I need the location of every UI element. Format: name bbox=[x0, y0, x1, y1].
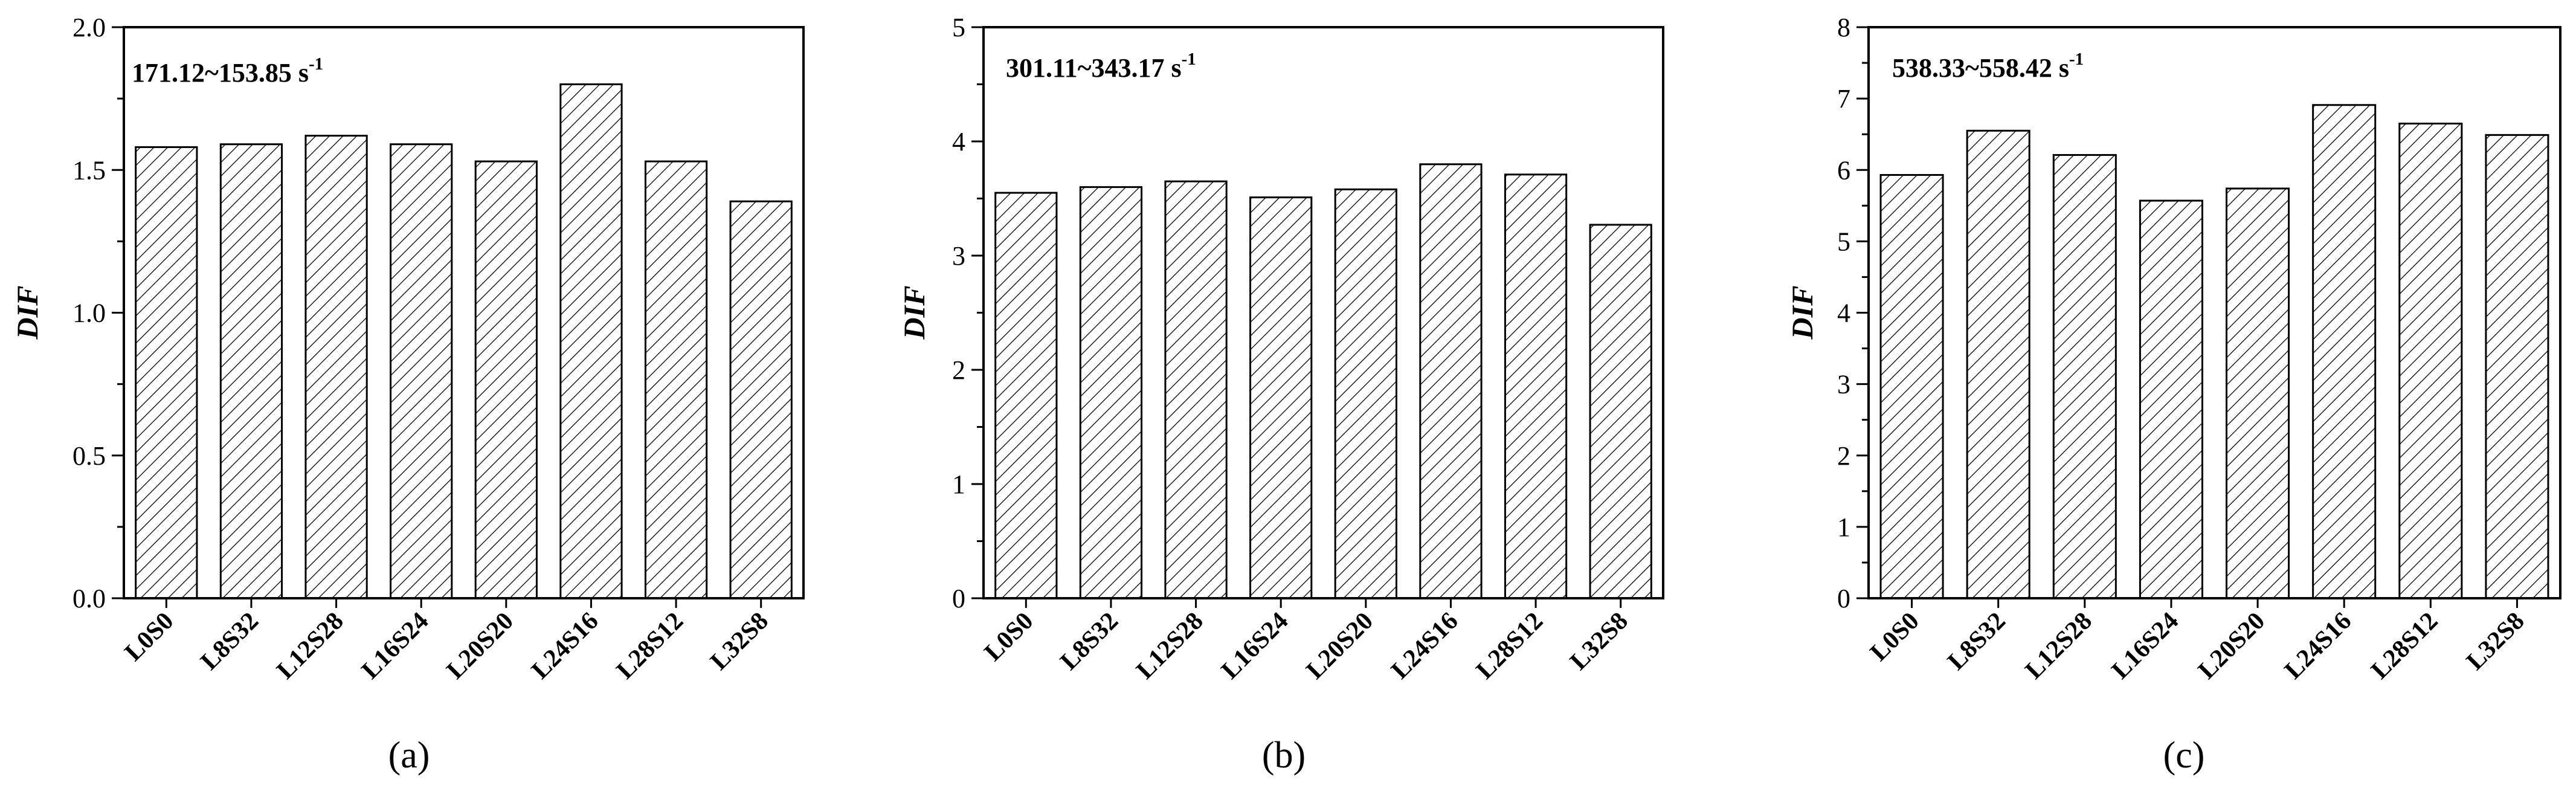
bar bbox=[2139, 199, 2203, 599]
y-axis-label: DIF bbox=[10, 286, 44, 340]
rate-annotation: 171.12~153.85 s-1 bbox=[132, 54, 323, 88]
bar bbox=[644, 160, 708, 599]
x-tick-label: L28S12 bbox=[611, 607, 689, 685]
bar bbox=[1504, 173, 1568, 599]
y-tick-label: 2.0 bbox=[72, 13, 106, 42]
panel-c: 0 1 2 3 4 5 6 7 8 L0S0 L8S32 L12S28 L16S24 L20S20 L24… bbox=[1785, 13, 2562, 776]
x-tick-label: L0S0 bbox=[1865, 607, 1925, 667]
bar bbox=[559, 83, 623, 599]
y-tick-label: 3 bbox=[952, 241, 965, 271]
rate-annotation-sup: -1 bbox=[1182, 50, 1196, 69]
bar bbox=[1249, 196, 1313, 599]
bar-group bbox=[994, 163, 1652, 599]
bar bbox=[219, 143, 283, 599]
bar bbox=[994, 192, 1058, 599]
bar-group bbox=[135, 83, 793, 599]
rate-annotation-text: 171.12~153.85 s bbox=[132, 58, 309, 88]
bar bbox=[1879, 174, 1944, 599]
bar bbox=[2052, 153, 2117, 599]
x-axis: L0S0 L8S32 L12S28 L16S24 L20S20 L24S16 L28S12 L… bbox=[1865, 598, 2530, 685]
bar bbox=[1419, 163, 1483, 599]
bar bbox=[2398, 122, 2463, 599]
rate-annotation-sup: -1 bbox=[309, 54, 323, 74]
rate-annotation-text: 301.11~343.17 s bbox=[1006, 53, 1182, 83]
x-tick-label: L32S8 bbox=[2461, 607, 2529, 676]
x-tick-label: L32S8 bbox=[1565, 607, 1633, 676]
y-tick-label: 4 bbox=[952, 127, 965, 157]
y-axis-label: DIF bbox=[897, 286, 931, 340]
x-tick-label: L32S8 bbox=[705, 607, 773, 676]
bar bbox=[2226, 187, 2290, 599]
y-tick-label: 1 bbox=[1837, 512, 1850, 542]
x-tick-label: L0S0 bbox=[979, 607, 1039, 667]
bar bbox=[2485, 134, 2549, 599]
x-tick-label: L20S20 bbox=[2193, 607, 2270, 685]
x-tick-label: L16S24 bbox=[1216, 607, 1293, 685]
x-tick-label: L20S20 bbox=[1301, 607, 1379, 685]
panel-label: (c) bbox=[2163, 735, 2205, 776]
x-tick-label: L28S12 bbox=[1471, 607, 1548, 685]
bar bbox=[2312, 104, 2377, 599]
bar bbox=[1079, 186, 1143, 599]
y-axis: 0.0 0.5 1.0 1.5 2.0 bbox=[72, 13, 124, 613]
y-tick-label: 1.5 bbox=[72, 155, 106, 185]
x-tick-label: L16S24 bbox=[356, 607, 434, 685]
rate-annotation-text: 538.33~558.42 s bbox=[1892, 53, 2069, 83]
x-tick-label: L8S32 bbox=[1942, 607, 2011, 676]
y-tick-label: 0.5 bbox=[72, 441, 106, 471]
x-tick-label: L28S12 bbox=[2366, 607, 2443, 685]
x-tick-label: L8S32 bbox=[196, 607, 264, 676]
x-tick-label: L24S16 bbox=[1386, 607, 1463, 685]
bar bbox=[474, 160, 538, 599]
x-tick-label: L16S24 bbox=[2107, 607, 2184, 685]
y-tick-label: 5 bbox=[952, 13, 965, 42]
panel-label: (a) bbox=[388, 735, 430, 776]
bar bbox=[1164, 180, 1228, 599]
y-tick-label: 2 bbox=[1837, 441, 1850, 471]
bar bbox=[729, 200, 793, 599]
y-tick-label: 1 bbox=[952, 470, 965, 499]
panel-label: (b) bbox=[1262, 735, 1306, 776]
y-tick-label: 0.0 bbox=[72, 584, 106, 613]
x-tick-label: L12S28 bbox=[1131, 607, 1208, 685]
y-axis: 0 1 2 3 4 5 bbox=[952, 13, 984, 613]
x-tick-label: L24S16 bbox=[526, 607, 604, 685]
y-tick-label: 4 bbox=[1837, 299, 1850, 328]
y-tick-label: 7 bbox=[1837, 84, 1850, 114]
y-tick-label: 5 bbox=[1837, 227, 1850, 256]
rate-annotation: 301.11~343.17 s-1 bbox=[1006, 50, 1196, 83]
y-tick-label: 0 bbox=[1837, 584, 1850, 613]
bar bbox=[304, 135, 368, 599]
bar bbox=[390, 143, 453, 599]
y-tick-label: 6 bbox=[1837, 155, 1850, 185]
bar bbox=[135, 146, 198, 599]
x-tick-label: L20S20 bbox=[442, 607, 519, 685]
panel-a: 0.0 0.5 1.0 1.5 2.0 L0S0 L8S32 L12S28 L16S24 L20… bbox=[10, 13, 805, 776]
bar bbox=[1966, 129, 2030, 599]
panel-b: 0 1 2 3 4 5 L0S0 L8S32 L12S28 L16S24 L20S20 L24S16… bbox=[897, 13, 1664, 776]
x-tick-label: L12S28 bbox=[2020, 607, 2098, 685]
x-tick-label: L24S16 bbox=[2279, 607, 2357, 685]
y-axis: 0 1 2 3 4 5 6 7 8 bbox=[1837, 13, 1869, 613]
bar bbox=[1589, 224, 1652, 599]
x-tick-label: L12S28 bbox=[271, 607, 349, 685]
y-tick-label: 8 bbox=[1837, 13, 1850, 42]
y-tick-label: 1.0 bbox=[72, 299, 106, 328]
x-axis: L0S0 L8S32 L12S28 L16S24 L20S20 L24S16 L28S12 L… bbox=[120, 598, 774, 685]
rate-annotation: 538.33~558.42 s-1 bbox=[1892, 50, 2084, 83]
x-axis: L0S0 L8S32 L12S28 L16S24 L20S20 L24S16 L28S12 L… bbox=[979, 598, 1634, 685]
y-tick-label: 2 bbox=[952, 355, 965, 385]
y-tick-label: 3 bbox=[1837, 370, 1850, 399]
x-tick-label: L8S32 bbox=[1055, 607, 1124, 676]
x-tick-label: L0S0 bbox=[120, 607, 179, 667]
y-tick-label: 0 bbox=[952, 584, 965, 613]
bar bbox=[1334, 188, 1397, 599]
bar-group bbox=[1879, 104, 2549, 599]
rate-annotation-sup: -1 bbox=[2069, 50, 2084, 69]
y-axis-label: DIF bbox=[1785, 286, 1819, 340]
